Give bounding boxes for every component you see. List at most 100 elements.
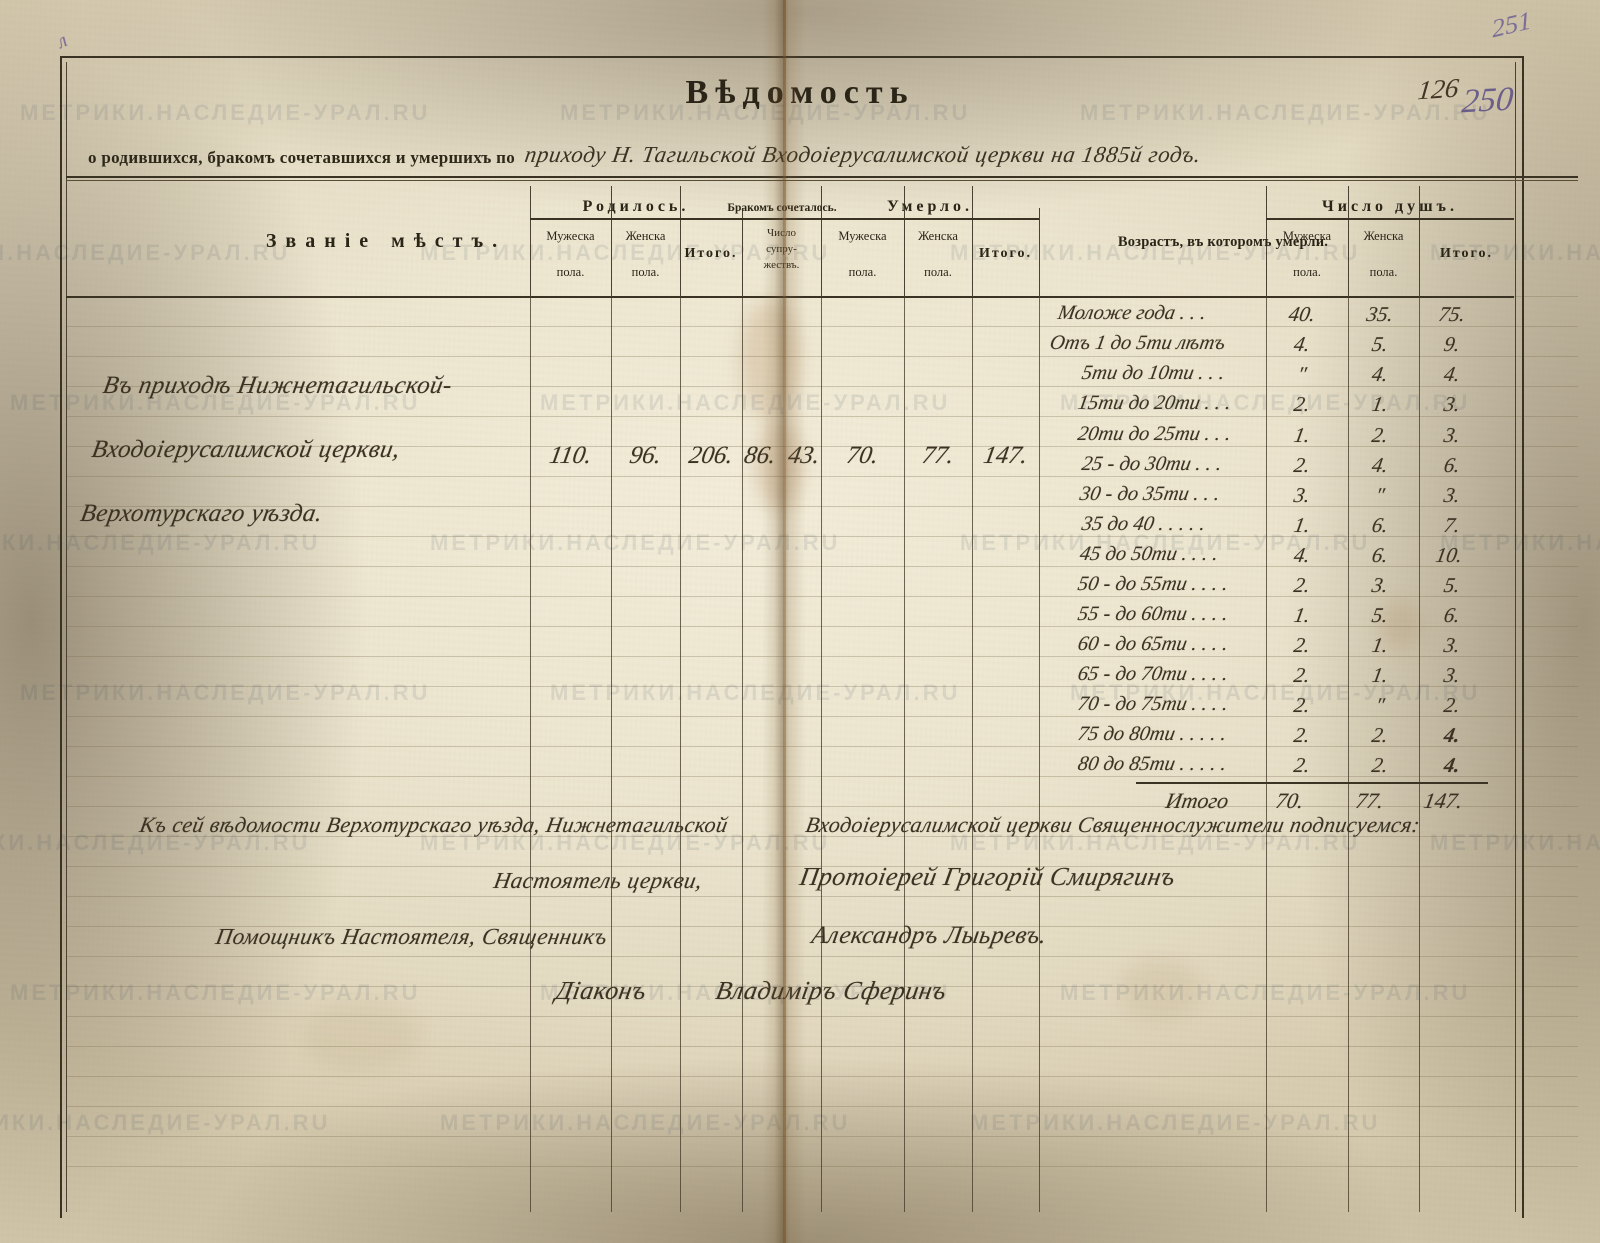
cell-died-female: 77. (920, 442, 957, 469)
age-row-male: 4. (1292, 332, 1313, 356)
age-row-label: 15ти до 20ти . . . (1076, 392, 1233, 414)
cell-born-female: 96. (627, 442, 664, 469)
age-row-male: 2. (1292, 693, 1313, 717)
age-row-male: 1. (1292, 603, 1313, 627)
age-row-label: 50 - до 55ти . . . . (1076, 573, 1230, 595)
age-row-female: 1. (1370, 663, 1391, 687)
age-row-male: 1. (1292, 513, 1313, 537)
signature-name-1: Протоіерей Григорій Смирягинъ (797, 862, 1178, 891)
age-row-total: 2. (1442, 693, 1463, 717)
header-died-group: Умерло. (887, 198, 973, 215)
header-died-female: Женска пола. (918, 229, 958, 279)
age-row-label: 70 - до 75ти . . . . (1076, 693, 1230, 715)
age-row-male: 2. (1292, 753, 1313, 777)
age-row-female: 6. (1370, 543, 1391, 567)
age-row-label: 80 до 85ти . . . . . (1076, 753, 1229, 775)
age-row-total: 4. (1442, 753, 1463, 777)
divider-under-subtitle-2 (66, 180, 1578, 181)
page-number-purple: 250 (1460, 80, 1515, 121)
header-souls-female: Женска пола. (1363, 229, 1404, 279)
table-header: Родилось. Бракомъ сочеталось. Умерло. Чи… (66, 186, 1514, 298)
cell-died-male: 70. (844, 442, 881, 469)
age-row-male: 4. (1292, 543, 1313, 567)
header-born-total: Итого. (684, 246, 738, 261)
age-row-label: 60 - до 65ти . . . . (1076, 633, 1230, 655)
signature-intro-right: Входоіерусалимской церкви Священнослужит… (803, 812, 1423, 837)
age-row-total: 5. (1442, 573, 1463, 597)
divider-under-subtitle (66, 176, 1578, 178)
cell-born-male: 110. (547, 442, 594, 469)
page-title: Вѣдомость (685, 74, 915, 111)
table-row-place: Въ приходѣ Нижнетагильской- Входоіерусал… (75, 354, 579, 546)
age-row-female: 4. (1370, 453, 1391, 477)
age-row-female: 3. (1370, 573, 1391, 597)
signature-name-2: Александръ Лыьревъ. (809, 922, 1050, 949)
age-total-all: 147. (1421, 788, 1465, 813)
page-number-pencil: 126 (1416, 72, 1461, 106)
age-row-total: 3. (1442, 392, 1463, 416)
signature-role-2: Помощникъ Настоятеля, Священникъ (213, 924, 610, 949)
cell-died-total: 147. (981, 442, 1030, 469)
age-row-male: 2. (1292, 453, 1313, 477)
age-row-female: 1. (1370, 633, 1391, 657)
age-row-total: 3. (1442, 423, 1463, 447)
age-row-female: 4. (1370, 362, 1391, 386)
age-row-label: Отъ 1 до 5ти лѣтъ (1048, 332, 1228, 354)
age-total-female: 77. (1353, 788, 1386, 813)
age-row-male: 2. (1292, 392, 1313, 416)
age-row-label: 45 до 50ти . . . . (1078, 543, 1220, 565)
age-row-total: 6. (1442, 603, 1463, 627)
cell-born-total: 206. (686, 442, 736, 469)
age-row-male: 3. (1292, 483, 1313, 507)
signature-intro-left: Къ сей вѣдомости Верхотурскаго уѣзда, Ни… (137, 812, 731, 837)
header-died-total: Итого. (978, 246, 1033, 261)
age-total-divider (1136, 782, 1488, 784)
header-died-male: Мужеска пола. (838, 229, 887, 279)
age-row-female: " (1373, 693, 1387, 717)
age-total-label: Итого (1163, 788, 1231, 813)
age-row-label: 35 до 40 . . . . . (1080, 513, 1208, 535)
age-row-label: 20ти до 25ти . . . (1076, 423, 1233, 445)
subtitle-handwritten: приходу Н. Тагильской Входоіерусалимской… (523, 142, 1204, 167)
age-row-male: 2. (1292, 723, 1313, 747)
header-married-group: Бракомъ сочеталось. (727, 202, 837, 214)
age-row-female: 2. (1370, 753, 1391, 777)
age-row-total: 4. (1442, 723, 1463, 747)
age-row-total: 3. (1442, 663, 1463, 687)
age-row-male: 2. (1292, 633, 1313, 657)
header-souls-total: Итого. (1439, 246, 1494, 261)
subtitle-printed: о родившихся, бракомъ сочетавшихся и уме… (88, 148, 516, 167)
age-row-female: 5. (1370, 332, 1391, 356)
printed-border-inner (66, 62, 1516, 1212)
age-row-total: 4. (1442, 362, 1463, 386)
cell-marriages: 86. (742, 442, 779, 469)
subtitle-row: о родившихся, бракомъ сочетавшихся и уме… (88, 138, 1488, 168)
age-row-label: 55 - до 60ти . . . . (1076, 603, 1230, 625)
age-row-male: 40. (1286, 302, 1318, 326)
age-row-total: 75. (1436, 302, 1468, 326)
header-places: Званіе мѣстъ. (265, 230, 507, 252)
table-body (66, 296, 1514, 1212)
age-row-total: 6. (1442, 453, 1463, 477)
place-line: Входоіерусалимской церкви, (89, 436, 403, 463)
age-row-total: 9. (1442, 332, 1463, 356)
age-row-label: 25 - до 30ти . . . (1080, 453, 1224, 475)
age-total-male: 70. (1273, 788, 1306, 813)
age-row-female: 2. (1370, 423, 1391, 447)
header-born-male: Мужеска пола. (546, 229, 595, 279)
age-row-total: 10. (1433, 543, 1465, 567)
age-row-total: 7. (1442, 513, 1463, 537)
age-row-female: 35. (1364, 302, 1396, 326)
header-age-column: Возрастъ, въ которомъ умерли. (1117, 234, 1329, 250)
age-row-female: 6. (1370, 513, 1391, 537)
header-souls-group: Число душъ. (1322, 198, 1458, 215)
age-row-label: Моложе года . . . (1056, 302, 1208, 324)
signature-role-1: Настоятель церкви, (491, 868, 705, 893)
age-row-total: 3. (1442, 633, 1463, 657)
header-souls-male: Мужеска пола. (1282, 229, 1332, 279)
age-row-label: 65 - до 70ти . . . . (1076, 663, 1230, 685)
age-row-total: 3. (1442, 483, 1463, 507)
age-row-male: 2. (1292, 663, 1313, 687)
